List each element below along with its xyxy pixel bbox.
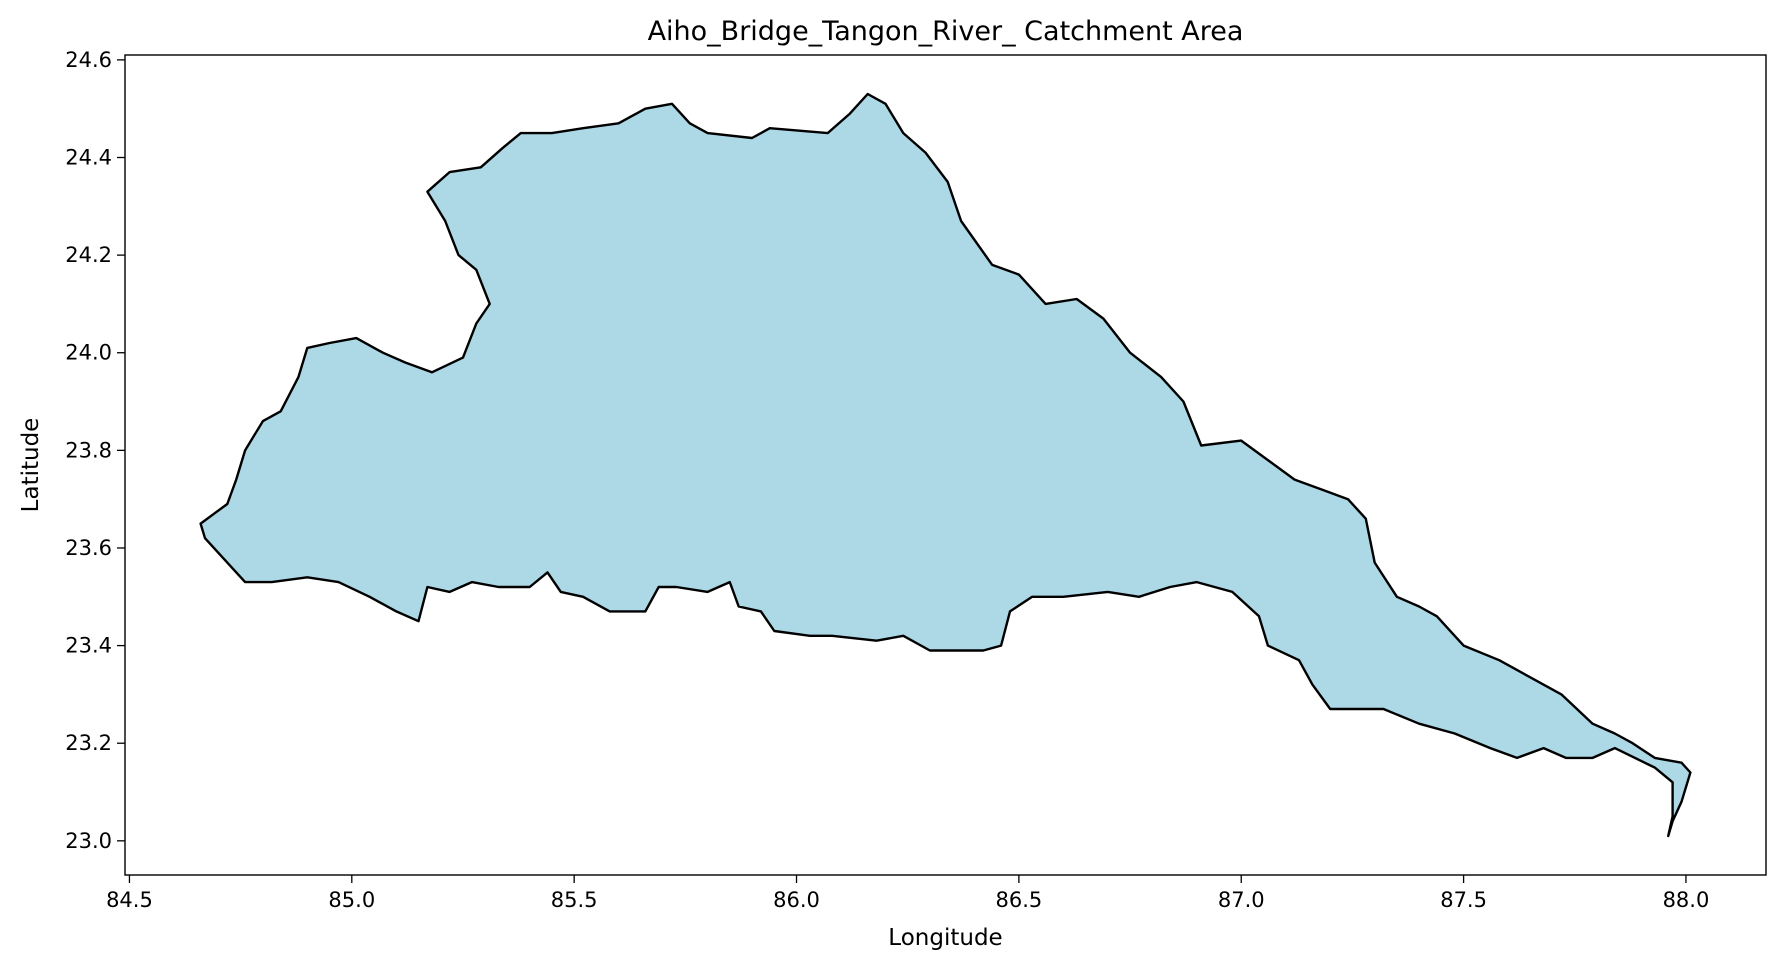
x-tick-label: 86.0 [773, 888, 820, 912]
x-axis-label: Longitude [888, 925, 1002, 951]
y-tick-label: 23.2 [65, 731, 112, 755]
y-tick-label: 24.6 [65, 48, 112, 72]
x-tick-label: 88.0 [1663, 888, 1710, 912]
y-tick-label: 23.4 [65, 634, 112, 658]
y-tick-label: 24.4 [65, 146, 112, 170]
axes-frame [124, 54, 1767, 876]
y-tick-label: 24.0 [65, 341, 112, 365]
axis-ticks: 84.5 85.0 85.5 86.0 86.5 87.0 87.5 88.0 23.0 23.2… [65, 48, 1709, 912]
y-axis-label: Latitude [18, 418, 44, 513]
catchment-area-polygon [199, 92, 1692, 838]
y-tick-label: 23.0 [65, 829, 112, 853]
x-tick-label: 87.0 [1218, 888, 1265, 912]
x-tick-label: 85.0 [328, 888, 375, 912]
y-tick-label: 24.2 [65, 243, 112, 267]
chart-title: Aiho_Bridge_Tangon_River_ Catchment Area [648, 16, 1244, 47]
x-tick-label: 84.5 [106, 888, 153, 912]
x-tick-label: 85.5 [551, 888, 598, 912]
plot-area [199, 92, 1692, 838]
x-tick-label: 87.5 [1440, 888, 1487, 912]
x-tick-label: 86.5 [995, 888, 1042, 912]
y-tick-label: 23.8 [65, 438, 112, 462]
y-tick-label: 23.6 [65, 536, 112, 560]
